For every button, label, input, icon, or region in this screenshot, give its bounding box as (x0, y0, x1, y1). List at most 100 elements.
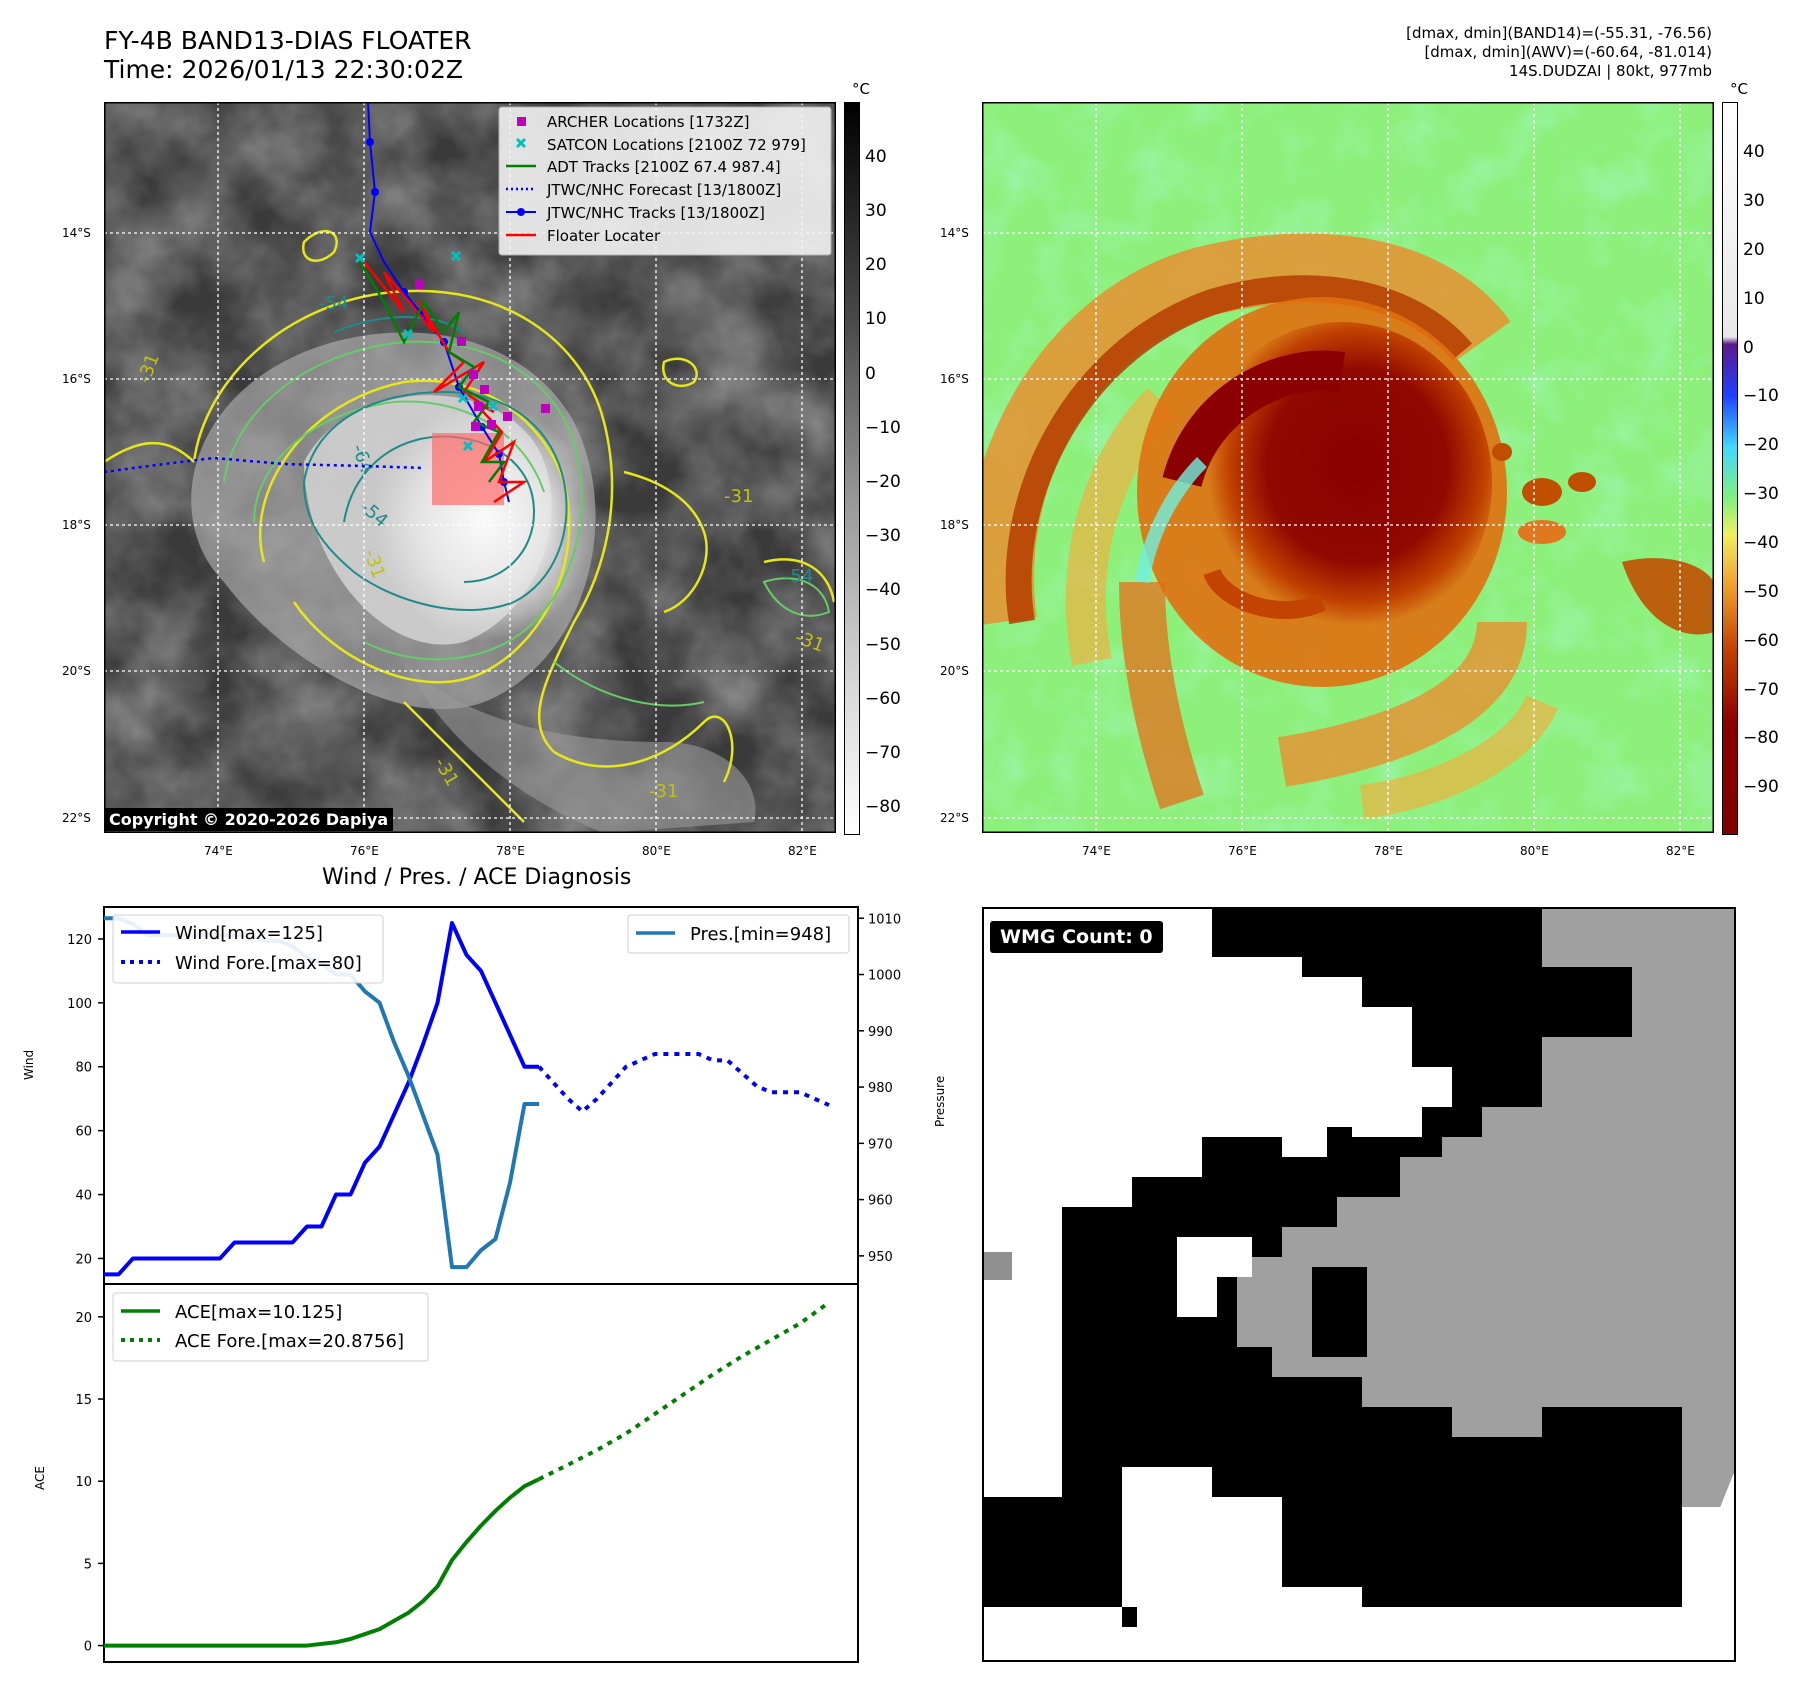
lon-label: 78°E (496, 844, 525, 858)
legend-forecast-label: JTWC/NHC Forecast [13/1800Z] (546, 181, 781, 199)
color-colorbar-tick: −40 (1743, 533, 1779, 553)
contour-minus-64 (302, 316, 568, 612)
adt-track (358, 261, 507, 483)
wind-tick-label: 100 (67, 997, 92, 1012)
legend-tracks-label: JTWC/NHC Tracks [13/1800Z] (546, 204, 765, 222)
lat-label: 16°S (62, 372, 91, 386)
series-lines (104, 916, 831, 1648)
legend-adt-label: ADT Tracks [2100Z 67.4 987.4] (547, 158, 781, 176)
wind-forecast-series-line (537, 1051, 830, 1114)
color-colorbar-unit: °C (1730, 80, 1748, 98)
color-colorbar-tick: −70 (1743, 680, 1779, 700)
color-colorbar-tick: −90 (1743, 777, 1779, 797)
lon-label: 82°E (1666, 844, 1695, 858)
svg-text:-54: -54 (319, 293, 348, 314)
pressure-tick-label: 990 (868, 1025, 893, 1040)
wind-tick-label: 20 (75, 1252, 92, 1267)
copyright-label: Copyright © 2020-2026 Dapiya (104, 808, 394, 831)
pressure-tick-label: 1000 (868, 969, 901, 984)
ir-map: -54 -31 -64 -54 -31 -31 -54 -31 -31 -31 (103, 101, 837, 834)
gray-colorbar-tick: −20 (865, 472, 901, 492)
legend-tracks-marker (517, 208, 525, 216)
color-colorbar-tick: −50 (1743, 582, 1779, 602)
color-colorbar-tick: 20 (1743, 240, 1765, 260)
color-ir-map-panel (963, 101, 1715, 834)
wind-tick-label: 120 (67, 933, 92, 948)
lon-label: 80°E (1520, 844, 1549, 858)
pressure-legend: Pres.[min=948] (627, 914, 850, 954)
map-legend: ARCHER Locations [1732Z] SATCON Location… (498, 106, 832, 256)
legend-archer-label: ARCHER Locations [1732Z] (547, 113, 750, 131)
info-line3: 14S.DUDZAI | 80kt, 977mb (1509, 62, 1712, 80)
lon-label: 80°E (642, 844, 671, 858)
ace-tick-label: 20 (75, 1311, 92, 1326)
ace-tick-label: 15 (75, 1393, 92, 1408)
color-ir-map (963, 101, 1715, 834)
color-colorbar-tick: 10 (1743, 289, 1765, 309)
gray-colorbar-tick: 0 (865, 364, 876, 384)
ace-legend: ACE[max=10.125] ACE Fore.[max=20.8756] (112, 1292, 429, 1362)
ace-series-line (104, 1477, 540, 1648)
chart-title-line1: FY-4B BAND13-DIAS FLOATER (104, 26, 472, 55)
legend-archer-marker (517, 117, 526, 126)
wind-legend: Wind[max=125] Wind Fore.[max=80] (112, 914, 384, 984)
gray-colorbar-tick: −40 (865, 580, 901, 600)
color-colorbar-tick: −80 (1743, 728, 1779, 748)
legend-ace-label: ACE[max=10.125] (175, 1302, 342, 1323)
lon-label: 76°E (350, 844, 379, 858)
color-colorbar-tick: 0 (1743, 338, 1754, 358)
gray-colorbar-tick: 10 (865, 309, 887, 329)
wind-tick-label: 40 (75, 1189, 92, 1204)
lon-label: 74°E (1082, 844, 1111, 858)
lat-label: 18°S (940, 518, 969, 532)
pressure-tick-label: 970 (868, 1137, 893, 1152)
lon-label: 82°E (788, 844, 817, 858)
wmg-mask (982, 907, 1736, 1662)
legend-wind-label: Wind[max=125] (175, 923, 323, 944)
info-line2: [dmax, dmin](AWV)=(-60.64, -81.014) (1424, 43, 1712, 61)
lat-label: 22°S (940, 811, 969, 825)
gray-colorbar-tick: −70 (865, 743, 901, 763)
pressure-tick-label: 980 (868, 1081, 893, 1096)
gray-colorbar-tick: 30 (865, 201, 887, 221)
color-colorbar-tick: −30 (1743, 484, 1779, 504)
legend-floater-label: Floater Locater (547, 227, 661, 245)
lon-label: 76°E (1228, 844, 1257, 858)
color-colorbar-tick: 40 (1743, 142, 1765, 162)
legend-wind-fore-label: Wind Fore.[max=80] (175, 953, 362, 974)
diagnosis-title: Wind / Pres. / ACE Diagnosis (322, 865, 632, 890)
lat-label: 20°S (62, 664, 91, 678)
gray-colorbar-tick: −80 (865, 797, 901, 817)
ace-tick-label: 10 (75, 1475, 92, 1490)
satcon-points (354, 250, 499, 452)
wind-series-line (104, 920, 539, 1277)
gray-colorbar-unit: °C (852, 80, 870, 98)
forecast-track (103, 456, 425, 474)
gray-colorbar-tick: 40 (865, 147, 887, 167)
ace-forecast-series-line (538, 1300, 831, 1481)
lat-label: 16°S (940, 372, 969, 386)
ace-plot-frame (103, 1283, 859, 1663)
pressure-tick-label: 1010 (868, 912, 901, 927)
lat-label: 14°S (62, 226, 91, 240)
lon-label: 78°E (1374, 844, 1403, 858)
legend-satcon-label: SATCON Locations [2100Z 72 979] (547, 136, 806, 154)
color-colorbar-tick: 30 (1743, 191, 1765, 211)
gray-colorbar-tick: 20 (865, 255, 887, 275)
wind-yticks: 20 40 60 80 100 120 (67, 933, 104, 1267)
lat-label: 18°S (62, 518, 91, 532)
pressure-tick-label: 950 (868, 1250, 893, 1265)
gray-colorbar-tick: −50 (865, 635, 901, 655)
lat-label: 14°S (940, 226, 969, 240)
gray-colorbar (844, 102, 860, 835)
wmg-count-badge: WMG Count: 0 (990, 921, 1163, 953)
color-colorbar-tick: −10 (1743, 386, 1779, 406)
lon-label: 74°E (204, 844, 233, 858)
ace-yticks: 0 5 10 15 20 (75, 1311, 104, 1655)
ace-tick-label: 0 (84, 1640, 92, 1655)
wmg-panel (982, 907, 1736, 1662)
wind-tick-label: 80 (75, 1061, 92, 1076)
color-colorbar-tick: −20 (1743, 435, 1779, 455)
archer-points (415, 280, 550, 431)
